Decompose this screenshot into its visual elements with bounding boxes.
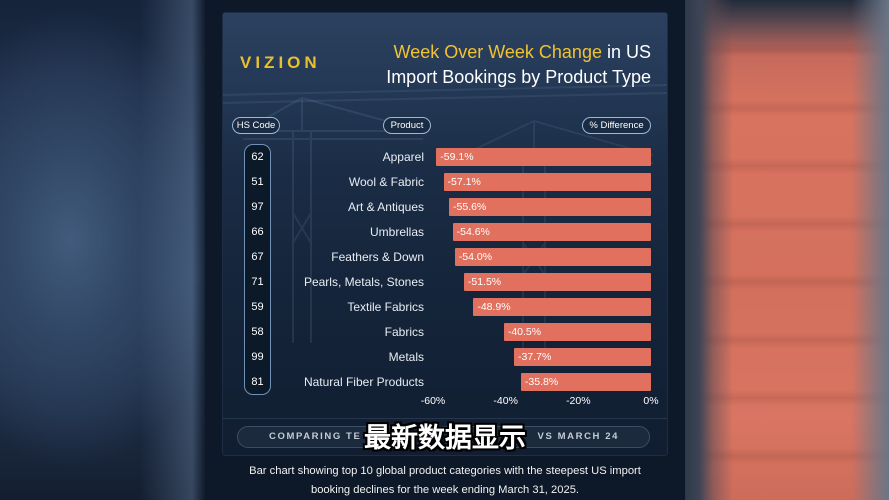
video-subtitle: 最新数据显示 xyxy=(364,423,526,454)
bridge-silhouette xyxy=(223,84,667,104)
divider xyxy=(223,418,667,419)
caption-line-2: booking declines for the week ending Mar… xyxy=(310,484,580,496)
title-line-2: Import Bookings by Product Type xyxy=(386,67,651,87)
product-label: Pearls, Metals, Stones xyxy=(303,275,424,289)
hs-code: 51 xyxy=(251,176,264,188)
x-tick-label: -60% xyxy=(420,395,446,407)
hs-code-header: HS Code xyxy=(232,117,280,134)
bar: -37.7% xyxy=(514,348,651,366)
banner-text-left: COMPARING TE xyxy=(269,431,362,442)
bar-value-label: -37.7% xyxy=(518,351,552,363)
product-label: Art & Antiques xyxy=(347,200,424,214)
bar: -55.6% xyxy=(448,198,651,216)
x-tick-label: -20% xyxy=(566,395,591,407)
product-label: Feathers & Down xyxy=(331,250,424,264)
bar: -59.1% xyxy=(436,148,651,166)
bar-value-label: -57.1% xyxy=(447,176,481,188)
crane-silhouette xyxy=(242,97,424,343)
product-label: Apparel xyxy=(382,150,424,164)
bar-value-label: -48.9% xyxy=(477,301,511,313)
percent-difference-header: % Difference xyxy=(582,117,651,134)
bar: -35.8% xyxy=(520,373,651,391)
hs-code: 67 xyxy=(251,251,264,263)
hs-code: 62 xyxy=(251,151,264,163)
caption-line-1: Bar chart showing top 10 global product … xyxy=(249,465,641,477)
hs-code-column xyxy=(244,144,271,395)
comparison-banner: COMPARING TE VS MARCH 24 xyxy=(237,426,650,448)
x-tick-label: 0% xyxy=(643,395,659,407)
hs-code: 59 xyxy=(251,301,264,313)
bar-value-label: -59.1% xyxy=(440,151,474,163)
x-tick-label: -40% xyxy=(493,395,518,407)
product-label: Natural Fiber Products xyxy=(303,375,424,389)
hs-code: 58 xyxy=(251,326,264,338)
banner-text-right: VS MARCH 24 xyxy=(537,431,619,442)
hs-code: 99 xyxy=(251,351,264,363)
bar-value-label: -35.8% xyxy=(524,376,559,388)
bar: -40.5% xyxy=(503,323,651,341)
blurred-background-right xyxy=(685,0,889,500)
bar: -48.9% xyxy=(473,298,651,316)
title-highlight: Week Over Week Change xyxy=(393,42,602,62)
hs-code: 66 xyxy=(251,226,264,238)
hs-code: 81 xyxy=(251,376,264,388)
product-label: Wool & Fabric xyxy=(348,175,424,189)
title-line-1: Week Over Week Change in US xyxy=(330,40,651,65)
hs-code: 71 xyxy=(251,276,264,288)
product-label: Metals xyxy=(388,350,424,364)
bar-value-label: -54.6% xyxy=(456,226,490,238)
video-caption: Bar chart showing top 10 global product … xyxy=(205,462,685,500)
chart-title: Week Over Week Change in US Import Booki… xyxy=(330,40,651,90)
hs-code: 97 xyxy=(251,201,264,213)
bar: -54.6% xyxy=(452,223,651,241)
vizion-logo: VIZION xyxy=(240,53,321,72)
product-label: Fabrics xyxy=(384,325,424,339)
title-rest: in US xyxy=(606,42,651,62)
blurred-background-left xyxy=(0,0,205,500)
product-label: Umbrellas xyxy=(369,225,424,239)
product-header: Product xyxy=(383,117,431,134)
bar: -51.5% xyxy=(463,273,651,291)
bar-value-label: -54.0% xyxy=(458,251,493,263)
bar: -57.1% xyxy=(443,173,651,191)
product-label: Textile Fabrics xyxy=(347,300,424,314)
bar-value-label: -40.5% xyxy=(507,326,542,338)
bar-value-label: -51.5% xyxy=(467,276,502,288)
bar: -54.0% xyxy=(454,248,651,266)
bar-value-label: -55.6% xyxy=(452,201,487,213)
